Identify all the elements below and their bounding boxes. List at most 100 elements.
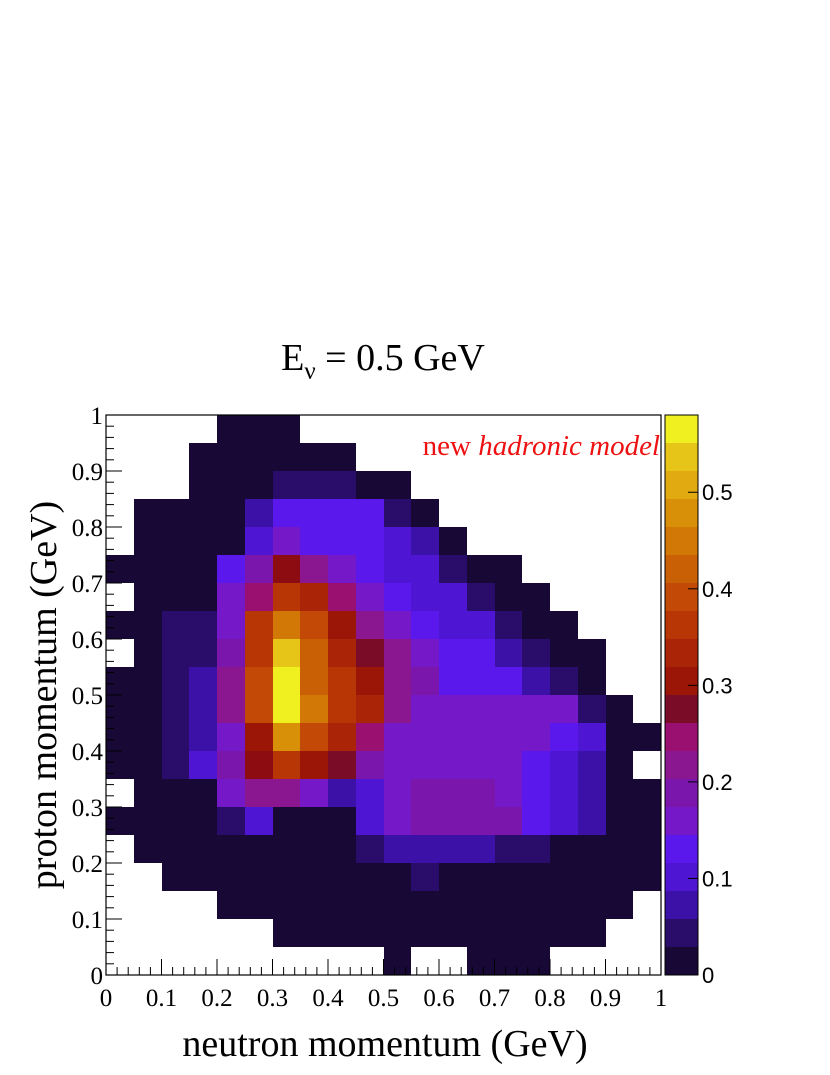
- heatmap-cell: [245, 583, 273, 611]
- colorbar-tick-label: 0.4: [702, 577, 733, 602]
- heatmap-cell: [106, 751, 134, 779]
- heatmap-cell: [495, 667, 522, 695]
- heatmap-cell: [356, 751, 384, 779]
- colorbar-tick-label: 0.3: [702, 673, 733, 698]
- heatmap-cell: [411, 611, 439, 639]
- heatmap-cell: [162, 723, 189, 751]
- heatmap-cell: [522, 919, 550, 947]
- heatmap-cell: [384, 891, 411, 919]
- heatmap-cell: [356, 695, 384, 723]
- colorbar-segment: [665, 471, 698, 499]
- heatmap-cell: [411, 499, 439, 527]
- heatmap-cell: [439, 527, 467, 555]
- heatmap-cell: [245, 415, 273, 443]
- heatmap-cell: [356, 863, 384, 891]
- heatmap-cell: [467, 639, 495, 667]
- y-tick-label: 0.8: [72, 515, 103, 542]
- heatmap-cell: [467, 723, 495, 751]
- heatmap-cell: [495, 947, 522, 975]
- heatmap-cell: [467, 807, 495, 835]
- heatmap-cell: [550, 639, 578, 667]
- heatmap-cell: [439, 723, 467, 751]
- heatmap-cell: [328, 919, 356, 947]
- heatmap-cell: [439, 891, 467, 919]
- heatmap-cell: [439, 639, 467, 667]
- heatmap-cell: [606, 779, 633, 807]
- heatmap-cell: [189, 751, 217, 779]
- heatmap-cell: [273, 583, 300, 611]
- heatmap-cell: [245, 499, 273, 527]
- heatmap-cell: [495, 891, 522, 919]
- heatmap-cell: [606, 723, 633, 751]
- heatmap-cell: [273, 891, 300, 919]
- heatmap-cell: [162, 639, 189, 667]
- heatmap-cell: [439, 555, 467, 583]
- y-tick-label: 1: [91, 403, 104, 430]
- y-tick-label: 0.1: [72, 907, 103, 934]
- heatmap-cell: [439, 695, 467, 723]
- heatmap-cell: [300, 695, 328, 723]
- heatmap-cell: [300, 807, 328, 835]
- chart-title: Eν = 0.5 GeV: [281, 337, 485, 385]
- heatmap-cell: [439, 919, 467, 947]
- heatmap-cell: [273, 639, 300, 667]
- heatmap-cell: [245, 835, 273, 863]
- heatmap-cell: [578, 667, 606, 695]
- colorbar-segment: [665, 527, 698, 555]
- heatmap-cell: [384, 583, 411, 611]
- heatmap-cell: [522, 667, 550, 695]
- heatmap-cell: [245, 471, 273, 499]
- heatmap-cell: [467, 751, 495, 779]
- heatmap-cell: [189, 723, 217, 751]
- heatmap-cell: [162, 863, 189, 891]
- heatmap-cell: [273, 415, 300, 443]
- heatmap-cell: [633, 723, 661, 751]
- colorbar-tick-label: 0: [702, 963, 714, 988]
- heatmap-cell: [189, 695, 217, 723]
- heatmap-cell: [328, 499, 356, 527]
- heatmap-cell: [245, 779, 273, 807]
- colorbar-segment: [665, 723, 698, 751]
- colorbar-segment: [665, 947, 698, 975]
- heatmap-cell: [467, 555, 495, 583]
- colorbar-segment: [665, 499, 698, 527]
- heatmap-cell: [384, 807, 411, 835]
- x-tick-label: 0.4: [312, 985, 344, 1012]
- heatmap-cell: [384, 471, 411, 499]
- heatmap-cell: [217, 807, 245, 835]
- heatmap-cell: [189, 835, 217, 863]
- heatmap-cell: [578, 807, 606, 835]
- heatmap-cell: [300, 835, 328, 863]
- heatmap-cell: [189, 779, 217, 807]
- heatmap-cell: [217, 499, 245, 527]
- heatmap-cell: [384, 555, 411, 583]
- heatmap-cell: [328, 807, 356, 835]
- heatmap-cell: [217, 583, 245, 611]
- y-tick-labels: 0 0.1 0.2 0.3 0.4 0.5 0.6 0.7 0.8 0.9 1: [72, 403, 104, 990]
- heatmap-cell: [245, 667, 273, 695]
- heatmap-cell: [134, 583, 162, 611]
- heatmap-cell: [439, 583, 467, 611]
- heatmap-cell: [273, 471, 300, 499]
- heatmap-cell: [384, 863, 411, 891]
- y-tick-label: 0.2: [72, 851, 103, 878]
- heatmap-cell: [606, 863, 633, 891]
- heatmap-cell: [245, 527, 273, 555]
- heatmap-cell: [356, 667, 384, 695]
- heatmap-cell: [578, 919, 606, 947]
- x-tick-label: 0.6: [423, 985, 454, 1012]
- heatmap-cell: [439, 863, 467, 891]
- colorbar-frame: [664, 414, 699, 976]
- heatmap-cell: [522, 779, 550, 807]
- heatmap-cell: [134, 807, 162, 835]
- heatmap-cell: [134, 723, 162, 751]
- heatmap-cell: [162, 555, 189, 583]
- heatmap-cell: [606, 695, 633, 723]
- heatmap-cell: [356, 499, 384, 527]
- heatmap-cell: [245, 723, 273, 751]
- heatmap-cell: [300, 583, 328, 611]
- heatmap-cell: [328, 835, 356, 863]
- heatmap-cell: [300, 863, 328, 891]
- heatmap-cell: [217, 751, 245, 779]
- heatmap-cell: [356, 471, 384, 499]
